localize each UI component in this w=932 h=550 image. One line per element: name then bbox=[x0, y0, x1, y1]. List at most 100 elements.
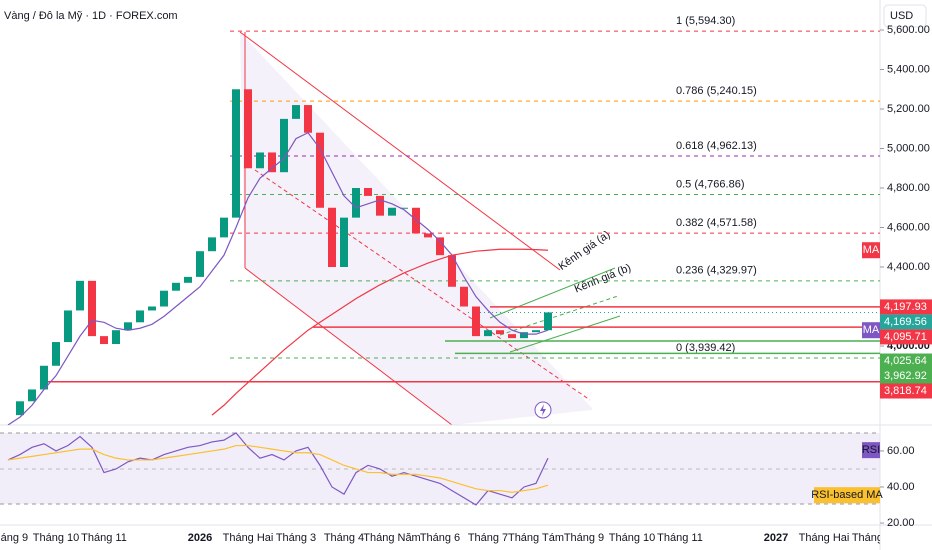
chart-title: Vàng / Đô la Mỹ · 1D · FOREX.com bbox=[4, 10, 178, 22]
price-tag bbox=[880, 329, 932, 345]
y-tick-label: 5,600.00 bbox=[887, 24, 930, 36]
x-tick-label: Tháng 7 bbox=[468, 532, 508, 544]
candle bbox=[124, 322, 132, 331]
legend-label: RSI bbox=[862, 444, 880, 456]
candle bbox=[160, 290, 168, 307]
price-tag bbox=[880, 314, 932, 330]
candle bbox=[172, 282, 180, 291]
currency-button[interactable] bbox=[883, 4, 927, 28]
y-tick-label: 20.00 bbox=[887, 517, 915, 529]
y-tick-label: 60.00 bbox=[887, 445, 915, 457]
candle bbox=[376, 195, 384, 216]
candle bbox=[520, 332, 528, 339]
channel-line bbox=[489, 267, 616, 319]
price-tag bbox=[880, 368, 932, 384]
candle bbox=[136, 310, 144, 323]
candle bbox=[460, 286, 468, 307]
candle bbox=[448, 255, 456, 287]
candle bbox=[328, 207, 336, 268]
x-tick-label: Tháng 9 bbox=[564, 532, 604, 544]
candle bbox=[532, 330, 540, 333]
candle bbox=[472, 306, 480, 337]
trend-line bbox=[254, 169, 591, 401]
channel-line bbox=[509, 315, 621, 353]
x-tick-label: Tháng 3 bbox=[276, 532, 316, 544]
fib-label: 0.5 (4,766.86) bbox=[676, 178, 745, 190]
candle bbox=[304, 105, 312, 133]
candle bbox=[424, 233, 432, 238]
price-tag-label: 4,169.56 bbox=[884, 316, 927, 328]
candle bbox=[112, 330, 120, 345]
trend-line bbox=[239, 31, 561, 271]
price-tag bbox=[880, 353, 932, 369]
x-tick-label: Tháng 11 bbox=[657, 532, 703, 544]
candle bbox=[232, 89, 240, 218]
candle bbox=[508, 334, 516, 339]
price-tag-label: 4,197.93 bbox=[884, 301, 927, 313]
trend-line bbox=[244, 267, 453, 426]
candle bbox=[400, 207, 408, 209]
y-tick-label: 4,800.00 bbox=[887, 182, 930, 194]
price-tag-label: 4,095.71 bbox=[884, 331, 927, 343]
candle bbox=[412, 207, 420, 234]
candle bbox=[244, 89, 252, 169]
price-tag-label: 4,025.64 bbox=[884, 355, 927, 367]
alert-icon[interactable] bbox=[540, 404, 546, 416]
candle bbox=[364, 188, 372, 196]
candle bbox=[352, 188, 360, 218]
fib-label: 0.382 (4,571.58) bbox=[676, 217, 757, 229]
candle bbox=[544, 312, 552, 331]
y-tick-label: 4,400.00 bbox=[887, 261, 930, 273]
candle bbox=[184, 276, 192, 283]
annotation: Kênh giá (a) bbox=[557, 229, 613, 273]
fib-label: 0 (3,939.42) bbox=[676, 342, 735, 354]
price-tag bbox=[880, 299, 932, 315]
candle bbox=[256, 152, 264, 169]
ma-tag bbox=[862, 242, 880, 259]
x-tick-label: Tháng 11 bbox=[81, 532, 127, 544]
x-tick-label: Tháng 4 bbox=[324, 532, 364, 544]
fib-label: 0.786 (5,240.15) bbox=[676, 85, 757, 97]
candle bbox=[76, 280, 84, 311]
candle bbox=[28, 389, 36, 402]
x-tick-label: Tháng 3 bbox=[852, 532, 892, 544]
fib-label: 0.236 (4,329.97) bbox=[676, 265, 757, 277]
series-line bbox=[7, 131, 549, 425]
series-line bbox=[211, 248, 549, 416]
candle bbox=[100, 336, 108, 345]
x-tick-label: Tháng Tám bbox=[508, 532, 564, 544]
x-tick-label: Tháng 10 bbox=[33, 532, 79, 544]
candle bbox=[268, 152, 276, 173]
x-tick-label: Tháng Hai bbox=[223, 532, 274, 544]
y-tick-label: 5,200.00 bbox=[887, 103, 930, 115]
y-tick-label: 5,400.00 bbox=[887, 63, 930, 75]
series-line bbox=[7, 444, 549, 493]
candle bbox=[208, 237, 216, 252]
price-tag-label: 3,818.74 bbox=[884, 385, 927, 397]
candle bbox=[40, 365, 48, 390]
candle bbox=[484, 330, 492, 337]
candle bbox=[88, 280, 96, 337]
legend-tag bbox=[862, 442, 880, 459]
price-tag-label: 3,962.92 bbox=[884, 370, 927, 382]
currency[interactable]: USD bbox=[890, 10, 913, 22]
x-tick-label: Tháng Hai bbox=[799, 532, 850, 544]
price-pane: 1 (5,594.30) 0.786 (5,240.15) 0.618 (4,962… bbox=[7, 15, 880, 425]
candle bbox=[196, 251, 204, 277]
y-tick-label: 5,000.00 bbox=[887, 142, 930, 154]
candle bbox=[496, 330, 504, 335]
y-tick-label: 4,600.00 bbox=[887, 221, 930, 233]
x-tick-label: Tháng 10 bbox=[609, 532, 655, 544]
x-tick-label: 2026 bbox=[188, 532, 212, 544]
fib-label: 0.618 (4,962.13) bbox=[676, 140, 757, 152]
series-line bbox=[7, 432, 549, 506]
price-tag bbox=[880, 383, 932, 399]
x-tick-label: 2027 bbox=[764, 532, 788, 544]
ma-tag-label: MA bbox=[863, 244, 880, 256]
candle bbox=[64, 310, 72, 343]
candle bbox=[292, 105, 300, 119]
candle bbox=[280, 118, 288, 173]
x-tick-label: Tháng 6 bbox=[420, 532, 460, 544]
